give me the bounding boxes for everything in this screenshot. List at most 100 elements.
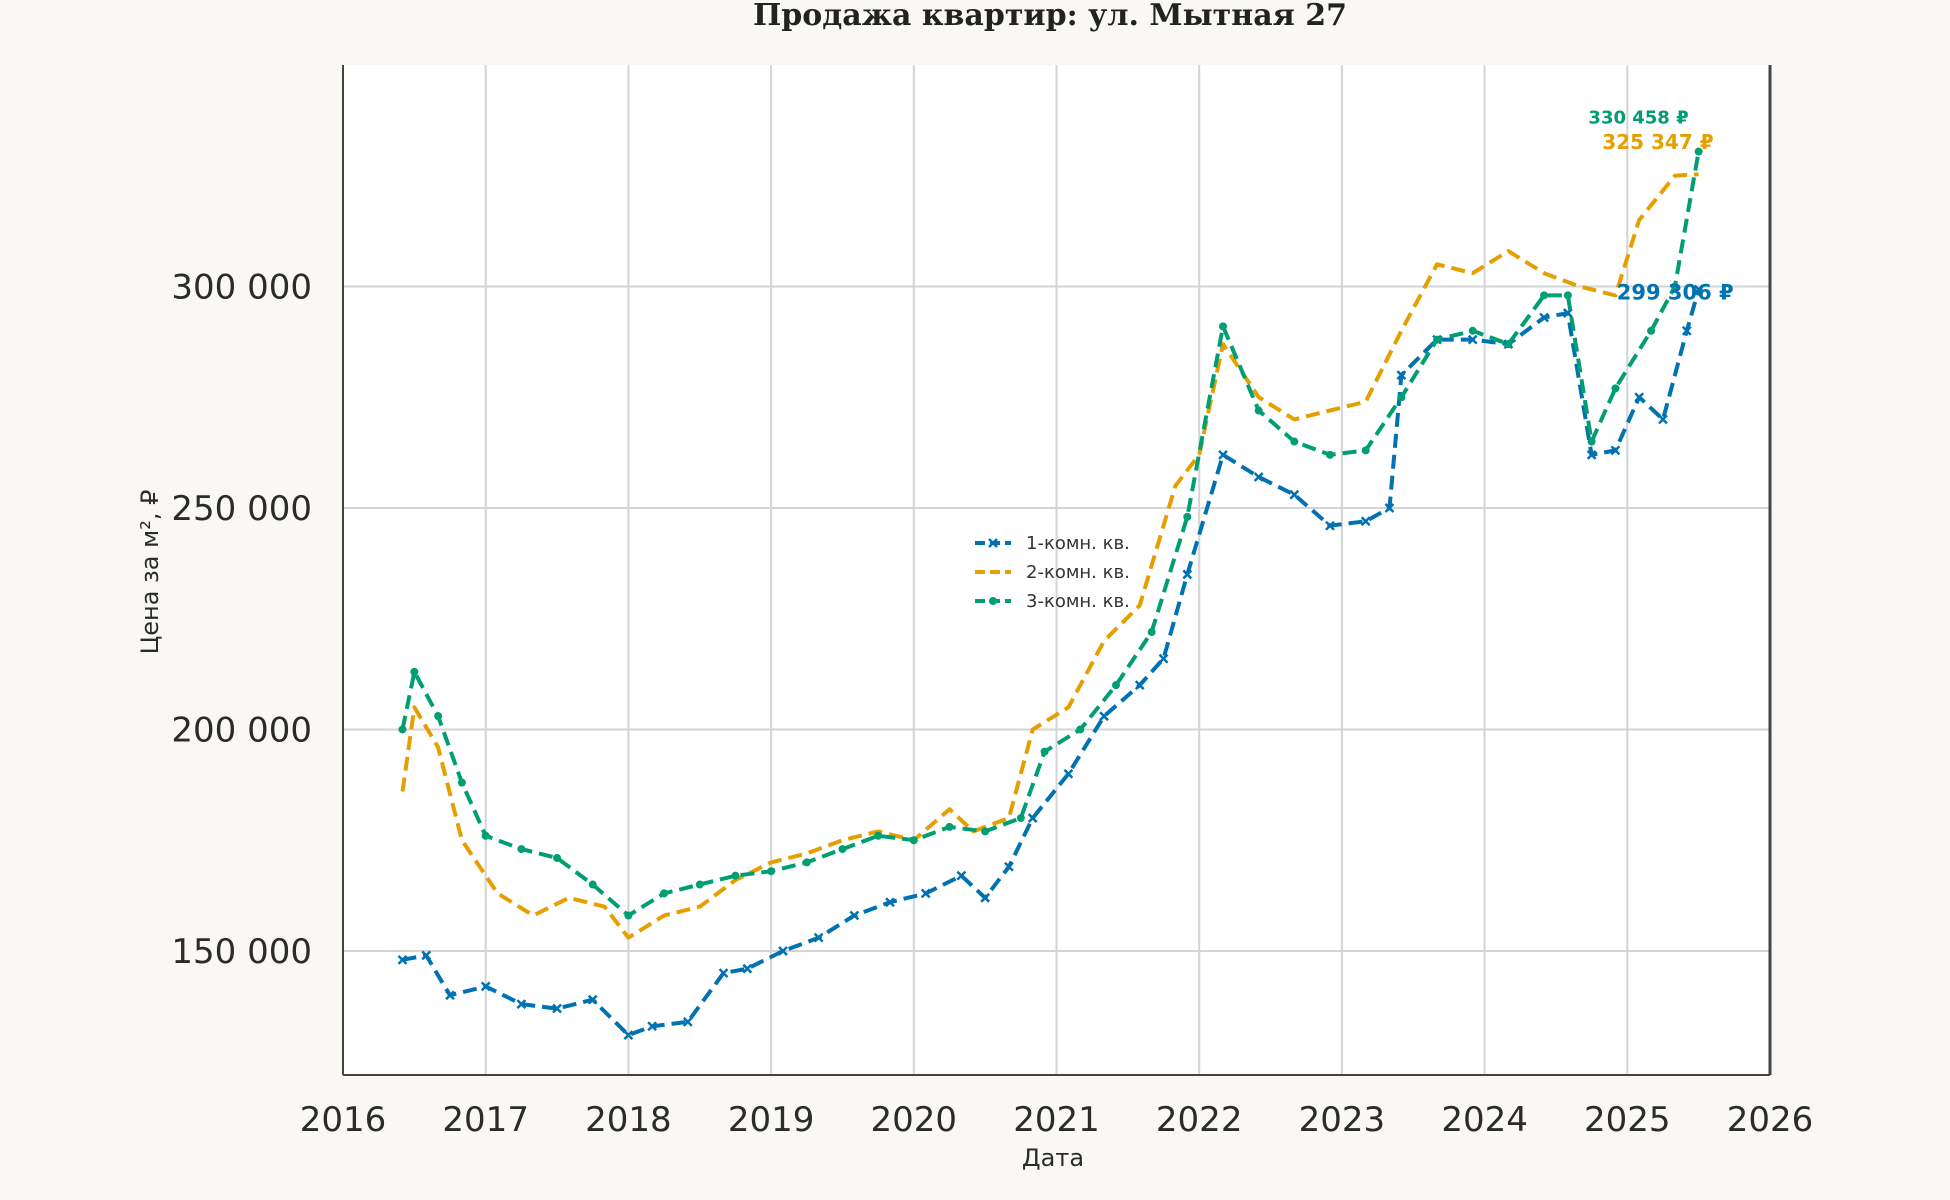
data-point-1-18: [980, 892, 991, 903]
data-point-3-9: [660, 889, 669, 898]
legend-item-2: 2-комн. кв.: [975, 562, 1130, 583]
data-point-3-28: [1326, 450, 1335, 459]
series-line-1: [402, 289, 1701, 1038]
data-point-1-29: [1325, 520, 1335, 531]
data-point-1-25: [1182, 569, 1193, 580]
data-point-1-38: [1586, 449, 1597, 460]
data-point-1-1: [421, 950, 432, 961]
data-point-3-1: [410, 667, 419, 676]
data-point-3-0: [398, 725, 407, 734]
x-tick-label-2022: 2022: [1156, 1100, 1243, 1140]
data-point-3-10: [695, 880, 704, 889]
x-tick-label-2026: 2026: [1727, 1100, 1814, 1140]
data-point-1-10: [718, 968, 729, 978]
x-tick-label-2025: 2025: [1584, 1100, 1671, 1140]
data-point-3-15: [874, 831, 883, 840]
x-axis-label: Дата: [1022, 1144, 1084, 1172]
data-point-1-42: [1681, 325, 1692, 336]
end-label-2: 325 347 ₽: [1602, 130, 1713, 154]
data-point-1-7: [623, 1030, 634, 1041]
series-3: [398, 147, 1703, 920]
data-point-3-33: [1504, 340, 1513, 349]
y-tick-label-300000: 300 000: [171, 267, 312, 307]
legend-label-2: 2-комн. кв.: [1026, 562, 1130, 583]
y-tick-label-200000: 200 000: [171, 710, 312, 750]
data-point-3-19: [1016, 814, 1025, 823]
y-tick-label-250000: 250 000: [171, 489, 312, 529]
data-point-1-4: [516, 999, 527, 1010]
data-point-1-27: [1253, 472, 1264, 482]
data-point-3-30: [1397, 393, 1406, 402]
data-point-1-15: [885, 897, 895, 908]
series-layer: [397, 147, 1704, 1041]
end-label-1: 299 306 ₽: [1617, 281, 1734, 305]
data-point-1-34: [1467, 334, 1478, 345]
data-point-1-31: [1384, 503, 1395, 513]
legend-marker-3: [989, 597, 997, 605]
data-point-1-40: [1634, 392, 1645, 403]
data-point-3-29: [1361, 446, 1370, 455]
x-tick-label-2023: 2023: [1299, 1100, 1386, 1140]
data-point-3-23: [1147, 628, 1156, 637]
x-tick-label-2020: 2020: [871, 1100, 958, 1140]
data-point-3-20: [1040, 747, 1049, 756]
legend-label-1: 1-комн. кв.: [1026, 533, 1130, 554]
y-tick-label-150000: 150 000: [171, 932, 312, 972]
data-point-3-24: [1183, 512, 1192, 521]
data-point-3-39: [1670, 282, 1679, 291]
data-point-3-27: [1290, 437, 1299, 446]
data-point-1-17: [956, 870, 967, 881]
data-point-3-13: [802, 858, 811, 867]
data-point-1-9: [682, 1016, 693, 1027]
data-point-3-26: [1254, 406, 1263, 415]
legend-item-3: 3-комн. кв.: [975, 591, 1130, 612]
data-point-3-8: [624, 911, 633, 920]
data-point-3-22: [1111, 681, 1120, 690]
data-point-3-25: [1218, 322, 1227, 331]
data-point-3-16: [909, 836, 918, 845]
x-tick-label-2017: 2017: [442, 1100, 529, 1140]
data-point-3-36: [1587, 437, 1596, 446]
data-point-3-21: [1076, 725, 1085, 734]
data-point-1-37: [1562, 308, 1573, 318]
data-point-1-20: [1027, 813, 1038, 823]
data-point-3-18: [981, 827, 990, 836]
data-point-3-14: [838, 845, 847, 854]
x-tick-label-2021: 2021: [1013, 1100, 1100, 1140]
data-point-3-4: [481, 831, 490, 840]
x-tick-label-2024: 2024: [1441, 1100, 1528, 1140]
tick-labels: 2016 2017 2018 2019 2020 2021 2022 2023 2024 2025…: [171, 267, 1813, 1140]
data-point-1-43: [1693, 284, 1704, 295]
data-point-1-39: [1610, 445, 1621, 456]
legend-item-1: 1-комн. кв.: [975, 533, 1130, 554]
data-point-3-35: [1563, 291, 1572, 300]
data-point-3-2: [434, 712, 443, 721]
series-line-2: [400, 172, 1699, 940]
data-point-1-12: [778, 946, 788, 956]
y-axis-label: Цена за м², ₽: [136, 490, 164, 655]
data-point-1-22: [1099, 711, 1109, 722]
data-point-3-7: [588, 880, 597, 889]
data-point-1-8: [647, 1021, 658, 1032]
x-tick-label-2016: 2016: [300, 1100, 387, 1140]
series-2: [400, 172, 1699, 940]
data-point-1-19: [1004, 861, 1014, 872]
data-point-3-17: [945, 822, 954, 831]
data-point-3-12: [767, 867, 776, 876]
data-point-1-23: [1134, 680, 1145, 691]
data-point-3-32: [1468, 326, 1477, 335]
x-tick-label-2018: 2018: [585, 1100, 672, 1140]
data-point-3-37: [1611, 384, 1620, 393]
data-point-1-13: [813, 932, 824, 943]
data-point-3-3: [457, 778, 466, 787]
data-point-1-41: [1658, 414, 1668, 425]
data-point-1-32: [1396, 370, 1407, 380]
data-point-3-40: [1694, 147, 1703, 156]
data-point-3-31: [1433, 335, 1442, 344]
legend-marker-1: [988, 538, 998, 548]
end-labels: 299 306 ₽ 325 347 ₽330 458 ₽: [1588, 108, 1733, 305]
data-point-3-5: [517, 845, 526, 854]
data-point-1-24: [1158, 653, 1169, 664]
data-point-1-11: [742, 963, 753, 974]
